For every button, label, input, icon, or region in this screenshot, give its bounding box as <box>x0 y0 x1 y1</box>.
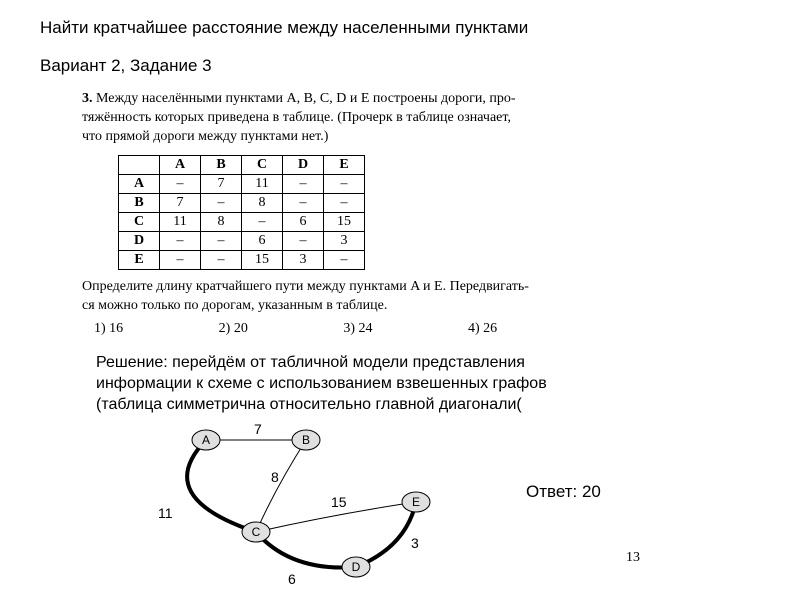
table-row: C 11 8 – 6 15 <box>119 212 365 231</box>
graph-edge <box>256 532 356 568</box>
distance-table: A B C D E A – 7 11 – – B 7 – 8 – – C 11 … <box>118 155 365 270</box>
table-cell: 15 <box>324 212 365 231</box>
table-cell: – <box>283 231 324 250</box>
table-cell: – <box>324 193 365 212</box>
option-4: 4) 26 <box>468 321 497 337</box>
table-header: C <box>242 155 283 174</box>
table-cell: – <box>160 231 201 250</box>
table-header: D <box>283 155 324 174</box>
graph-edge <box>187 440 256 532</box>
table-cell: 3 <box>324 231 365 250</box>
page-title: Найти кратчайшее расстояние между населе… <box>40 18 760 38</box>
problem-line1: Между населёнными пунктами A, B, C, D и … <box>96 91 516 106</box>
table-cell: – <box>324 174 365 193</box>
table-header <box>119 155 160 174</box>
graph-edge-label: 7 <box>254 422 262 437</box>
table-row-head: E <box>119 250 160 269</box>
table-cell: 6 <box>283 212 324 231</box>
answer-label: Ответ: 20 <box>526 482 601 502</box>
table-cell: – <box>324 250 365 269</box>
table-row: D – – 6 – 3 <box>119 231 365 250</box>
table-cell: 6 <box>242 231 283 250</box>
problem-line3: что прямой дороги между пунктами нет.) <box>82 129 328 144</box>
table-header: A <box>160 155 201 174</box>
table-cell: – <box>160 250 201 269</box>
graph-node-label: D <box>352 560 361 574</box>
graph-node-label: E <box>412 495 420 509</box>
table-cell: – <box>160 174 201 193</box>
option-2: 2) 20 <box>219 321 248 337</box>
table-cell: – <box>201 193 242 212</box>
graph-edge-label: 15 <box>331 494 347 510</box>
table-row: E – – 15 3 – <box>119 250 365 269</box>
graph-node-label: A <box>202 433 210 447</box>
table-row-head: C <box>119 212 160 231</box>
option-1: 1) 16 <box>94 321 123 337</box>
table-row-head: D <box>119 231 160 250</box>
page-number: 13 <box>626 550 640 566</box>
problem-question: Определите длину кратчайшего пути между … <box>82 278 622 316</box>
table-cell: – <box>283 193 324 212</box>
table-cell: 11 <box>242 174 283 193</box>
question-line2: ся можно только по дорогам, указанным в … <box>82 298 387 313</box>
page-root: Найти кратчайшее расстояние между населе… <box>0 0 800 600</box>
table-header: E <box>324 155 365 174</box>
question-line1: Определите длину кратчайшего пути между … <box>82 279 529 294</box>
table-cell: 7 <box>160 193 201 212</box>
graph-edge-label: 6 <box>288 571 296 587</box>
problem-number: 3. <box>82 91 93 106</box>
table-header: B <box>201 155 242 174</box>
table-row-head: A <box>119 174 160 193</box>
graph-edge <box>356 502 416 567</box>
graph-container: 7 8 11 15 6 3 A B C D E Ответ: 20 13 <box>96 422 760 592</box>
table-cell: 11 <box>160 212 201 231</box>
page-subtitle: Вариант 2, Задание 3 <box>40 56 760 76</box>
table-row: A – 7 11 – – <box>119 174 365 193</box>
graph-edge-label: 8 <box>271 469 279 485</box>
graph-edge-label: 11 <box>158 505 173 521</box>
table-row: B 7 – 8 – – <box>119 193 365 212</box>
table-cell: 15 <box>242 250 283 269</box>
table-header-row: A B C D E <box>119 155 365 174</box>
table-cell: – <box>242 212 283 231</box>
graph-node-label: B <box>302 433 310 447</box>
table-row-head: B <box>119 193 160 212</box>
graph-node-label: C <box>252 525 261 539</box>
table-cell: 8 <box>242 193 283 212</box>
graph-edge <box>256 440 306 532</box>
table-cell: – <box>201 231 242 250</box>
graph-edge-label: 3 <box>411 535 419 551</box>
problem-line2: тяжённость которых приведена в таблице. … <box>82 110 511 125</box>
solution-text: Решение: перейдём от табличной модели пр… <box>96 353 616 415</box>
table-cell: 8 <box>201 212 242 231</box>
answer-options: 1) 16 2) 20 3) 24 4) 26 <box>94 321 760 337</box>
table-cell: 7 <box>201 174 242 193</box>
option-3: 3) 24 <box>343 321 372 337</box>
table-cell: – <box>201 250 242 269</box>
problem-block: 3. Между населёнными пунктами A, B, C, D… <box>82 90 622 147</box>
table-cell: – <box>283 174 324 193</box>
graph-svg: 7 8 11 15 6 3 A B C D E <box>96 422 516 592</box>
table-cell: 3 <box>283 250 324 269</box>
